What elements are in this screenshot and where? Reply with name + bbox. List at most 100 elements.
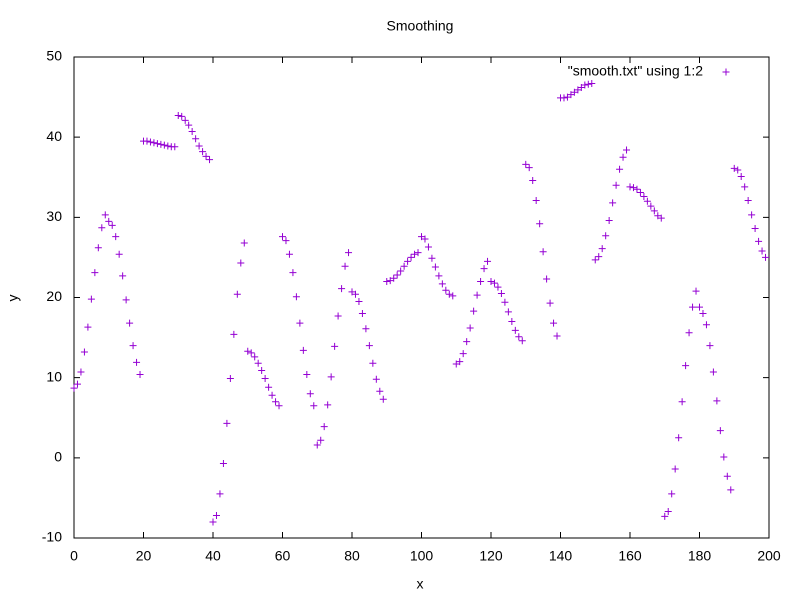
point: [661, 512, 669, 520]
point: [383, 277, 391, 285]
point: [546, 299, 554, 307]
point: [324, 401, 332, 409]
point: [282, 237, 290, 245]
point: [459, 350, 467, 358]
point: [588, 79, 596, 87]
point: [515, 333, 523, 341]
point: [727, 486, 735, 494]
point: [150, 139, 158, 147]
point: [605, 217, 613, 225]
point: [525, 164, 533, 172]
point: [192, 135, 200, 143]
point: [619, 153, 627, 161]
point: [126, 319, 134, 327]
point: [536, 220, 544, 228]
point: [623, 146, 631, 154]
point: [633, 185, 641, 193]
point: [431, 263, 439, 271]
point: [296, 319, 304, 327]
point: [699, 310, 707, 318]
point: [188, 128, 196, 136]
point: [143, 137, 151, 145]
point: [331, 342, 339, 350]
point: [119, 272, 127, 280]
point: [477, 277, 485, 285]
point: [292, 293, 300, 301]
point: [303, 370, 311, 378]
point: [755, 237, 763, 245]
point: [591, 256, 599, 264]
point: [365, 342, 373, 350]
point: [581, 81, 589, 89]
y-tick-label: 10: [46, 368, 62, 384]
point: [240, 239, 248, 247]
point: [136, 370, 144, 378]
point: [306, 390, 314, 398]
point: [438, 280, 446, 288]
point: [285, 250, 293, 258]
y-tick-label: 40: [46, 128, 62, 144]
point: [636, 188, 644, 196]
x-tick-label: 80: [344, 548, 360, 564]
point: [171, 143, 179, 151]
point: [758, 247, 766, 255]
x-tick-label: 0: [70, 548, 78, 564]
point: [640, 192, 648, 200]
x-tick-label: 20: [136, 548, 152, 564]
point: [643, 197, 651, 205]
point: [696, 303, 703, 311]
point: [355, 298, 363, 306]
point: [445, 290, 453, 298]
point: [709, 368, 717, 376]
point: [470, 307, 478, 315]
point: [629, 184, 637, 192]
point: [609, 199, 617, 207]
point: [682, 362, 690, 370]
point: [539, 248, 547, 256]
legend-marker: [722, 68, 730, 76]
point: [254, 359, 262, 367]
legend-label: "smooth.txt" using 1:2: [568, 63, 703, 79]
point: [160, 141, 168, 149]
y-tick-label: -10: [42, 529, 62, 545]
point: [480, 265, 488, 273]
point: [424, 243, 432, 251]
point: [511, 326, 519, 334]
point: [226, 374, 234, 382]
point: [369, 359, 377, 367]
point: [275, 402, 283, 410]
point: [77, 368, 85, 376]
point: [334, 312, 342, 320]
point: [84, 323, 92, 331]
point: [178, 112, 186, 120]
point: [751, 225, 759, 233]
point: [244, 347, 252, 355]
point: [730, 164, 738, 172]
point: [310, 402, 318, 410]
point: [529, 176, 537, 184]
point: [209, 518, 217, 526]
x-tick-label: 100: [410, 548, 434, 564]
point: [678, 398, 686, 406]
point: [494, 283, 502, 291]
point: [376, 387, 384, 395]
x-axis-label: x: [417, 576, 424, 592]
point: [345, 249, 353, 257]
point: [362, 325, 370, 333]
point: [98, 224, 106, 232]
point: [87, 295, 95, 303]
point: [442, 286, 450, 294]
point: [233, 290, 241, 298]
x-tick-label: 200: [757, 548, 781, 564]
point: [543, 275, 551, 283]
point: [598, 245, 606, 253]
point: [737, 172, 745, 180]
point: [675, 434, 683, 442]
point: [397, 267, 405, 275]
point: [153, 140, 161, 148]
x-tick-label: 60: [275, 548, 291, 564]
point: [713, 397, 721, 405]
y-tick-label: 0: [54, 449, 62, 465]
point: [650, 207, 658, 215]
point: [508, 318, 516, 326]
